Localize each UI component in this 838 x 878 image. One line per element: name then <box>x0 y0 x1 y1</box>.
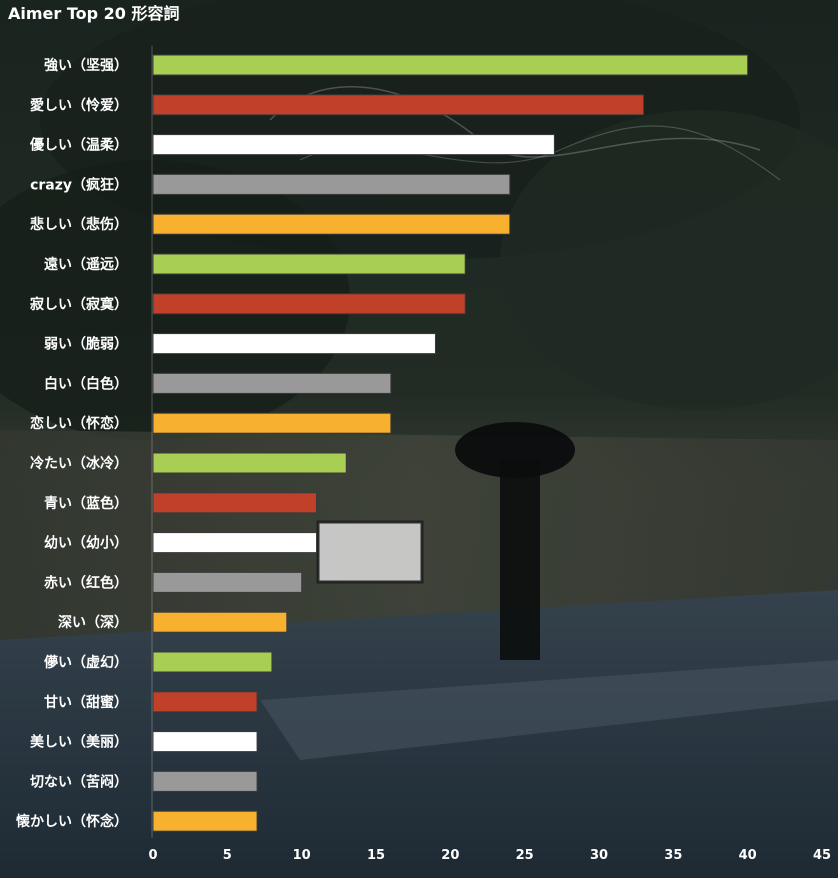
category-label-5: 悲しい（悲伤） <box>30 216 128 233</box>
x-tick-label-35: 35 <box>664 848 682 863</box>
bar-14 <box>152 571 303 593</box>
bar-8 <box>152 333 436 355</box>
category-label-1: 強い（坚强） <box>44 57 128 74</box>
category-label-12: 青い（蓝色） <box>44 495 128 512</box>
category-label-20: 懐かしい（怀念） <box>16 813 128 830</box>
category-label-9: 白い（白色） <box>44 375 128 392</box>
bar-20 <box>152 810 258 832</box>
x-tick-label-0: 0 <box>148 848 157 863</box>
bar-3 <box>152 134 555 156</box>
bar-11 <box>152 452 347 474</box>
x-tick-label-10: 10 <box>293 848 311 863</box>
x-tick-label-45: 45 <box>813 848 831 863</box>
bar-17 <box>152 691 258 713</box>
x-tick-label-20: 20 <box>441 848 459 863</box>
category-label-18: 美しい（美丽） <box>30 734 128 751</box>
bar-13 <box>152 532 318 554</box>
x-axis-ticks: 0 5 10 15 20 25 30 35 40 45 <box>148 848 831 863</box>
bar-10 <box>152 412 392 434</box>
bar-5 <box>152 213 511 235</box>
bars-group <box>152 54 749 832</box>
bar-19 <box>152 770 258 792</box>
category-label-10: 恋しい（怀恋） <box>30 415 128 432</box>
category-label-15: 深い（深） <box>58 614 128 631</box>
x-tick-label-40: 40 <box>739 848 757 863</box>
category-label-6: 遠い（遥远） <box>44 256 128 273</box>
category-label-11: 冷たい（冰冷） <box>30 455 128 472</box>
chart-title: Aimer Top 20 形容詞 <box>8 4 180 23</box>
category-label-19: 切ない（苦闷） <box>30 773 128 790</box>
category-label-4: crazy（疯狂） <box>30 176 128 193</box>
bar-7 <box>152 293 466 315</box>
category-label-2: 愛しい（怜爱） <box>30 97 128 114</box>
x-tick-label-30: 30 <box>590 848 608 863</box>
category-label-3: 優しい（温柔） <box>29 137 128 154</box>
category-label-7: 寂しい（寂寞） <box>30 296 128 313</box>
x-tick-label-5: 5 <box>223 848 232 863</box>
bar-9 <box>152 372 392 394</box>
bar-12 <box>152 492 318 514</box>
category-label-13: 幼い（幼小） <box>44 535 128 552</box>
x-tick-label-25: 25 <box>516 848 534 863</box>
category-label-16: 儚い（虚幻） <box>44 654 128 671</box>
category-labels: 強い（坚强） 愛しい（怜爱） 優しい（温柔） crazy（疯狂） 悲しい（悲伤） 遠い（遥… <box>16 57 128 830</box>
bar-2 <box>152 94 645 116</box>
bar-18 <box>152 731 258 753</box>
bar-16 <box>152 651 273 673</box>
bar-15 <box>152 611 288 633</box>
category-label-14: 赤い（红色） <box>44 574 128 591</box>
x-tick-label-15: 15 <box>367 848 385 863</box>
category-label-17: 甘い（甜蜜） <box>44 694 128 711</box>
bar-4 <box>152 173 511 195</box>
bar-6 <box>152 253 466 275</box>
category-label-8: 弱い（脆弱） <box>44 336 128 353</box>
bar-1 <box>152 54 749 76</box>
